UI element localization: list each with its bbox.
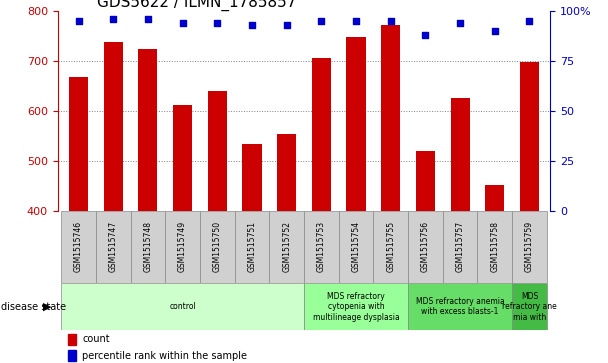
Point [178, 20, 187, 26]
Point [490, 28, 500, 34]
Bar [451, 98, 469, 211]
FancyBboxPatch shape [512, 283, 547, 330]
Text: GSM1515755: GSM1515755 [386, 221, 395, 272]
Point [247, 22, 257, 28]
FancyBboxPatch shape [269, 211, 304, 283]
FancyBboxPatch shape [477, 211, 512, 283]
FancyBboxPatch shape [200, 211, 235, 283]
Point [282, 22, 291, 28]
Point [317, 18, 326, 24]
Text: control: control [169, 302, 196, 311]
FancyBboxPatch shape [304, 211, 339, 283]
Text: GSM1515747: GSM1515747 [109, 221, 118, 272]
Bar [67, 334, 77, 345]
Point [143, 16, 153, 22]
Bar [485, 184, 504, 211]
Bar [69, 77, 88, 211]
FancyBboxPatch shape [61, 283, 304, 330]
FancyBboxPatch shape [339, 211, 373, 283]
FancyBboxPatch shape [408, 211, 443, 283]
FancyBboxPatch shape [304, 283, 408, 330]
Bar [139, 49, 157, 211]
Text: MDS
refractory ane
mia with: MDS refractory ane mia with [502, 292, 557, 322]
Bar [520, 62, 539, 211]
Text: GSM1515749: GSM1515749 [178, 221, 187, 272]
Point [108, 16, 118, 22]
Text: GSM1515758: GSM1515758 [490, 221, 499, 272]
Bar [381, 25, 400, 211]
Text: MDS refractory anemia
with excess blasts-1: MDS refractory anemia with excess blasts… [416, 297, 505, 317]
Bar [208, 91, 227, 211]
Text: GSM1515751: GSM1515751 [247, 221, 257, 272]
Bar [416, 151, 435, 211]
FancyBboxPatch shape [443, 211, 477, 283]
FancyBboxPatch shape [235, 211, 269, 283]
Bar [243, 144, 261, 211]
Point [212, 20, 222, 26]
FancyBboxPatch shape [512, 211, 547, 283]
Bar [347, 37, 365, 211]
Point [74, 18, 83, 24]
FancyBboxPatch shape [165, 211, 200, 283]
Text: GDS5622 / ILMN_1785857: GDS5622 / ILMN_1785857 [97, 0, 297, 11]
Text: GSM1515750: GSM1515750 [213, 221, 222, 272]
Point [525, 18, 534, 24]
FancyBboxPatch shape [408, 283, 512, 330]
FancyBboxPatch shape [131, 211, 165, 283]
Text: GSM1515754: GSM1515754 [351, 221, 361, 272]
Bar [67, 350, 77, 362]
Point [421, 32, 430, 38]
Text: GSM1515759: GSM1515759 [525, 221, 534, 272]
Text: GSM1515748: GSM1515748 [143, 221, 153, 272]
Text: GSM1515757: GSM1515757 [455, 221, 465, 272]
Bar [173, 105, 192, 211]
Point [351, 18, 361, 24]
FancyBboxPatch shape [373, 211, 408, 283]
Text: GSM1515752: GSM1515752 [282, 221, 291, 272]
Bar [277, 134, 296, 211]
Text: count: count [82, 334, 110, 344]
Text: GSM1515756: GSM1515756 [421, 221, 430, 272]
Text: ▶: ▶ [43, 302, 52, 312]
Text: MDS refractory
cytopenia with
multilineage dysplasia: MDS refractory cytopenia with multilinea… [313, 292, 399, 322]
Text: GSM1515753: GSM1515753 [317, 221, 326, 272]
Point [455, 20, 465, 26]
Point [386, 18, 396, 24]
Text: percentile rank within the sample: percentile rank within the sample [82, 351, 247, 361]
FancyBboxPatch shape [61, 211, 96, 283]
Text: disease state: disease state [1, 302, 66, 312]
Text: GSM1515746: GSM1515746 [74, 221, 83, 272]
FancyBboxPatch shape [96, 211, 131, 283]
Bar [104, 42, 123, 211]
Bar [312, 58, 331, 211]
